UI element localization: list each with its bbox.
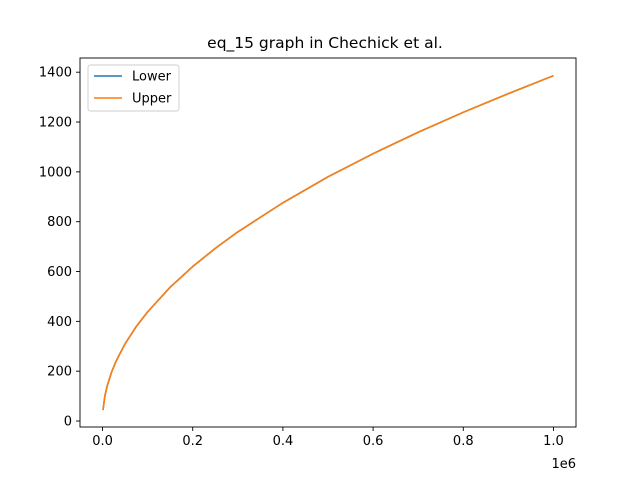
y-tick-label: 400 — [47, 315, 72, 330]
y-tick-label: 200 — [47, 365, 72, 380]
series-line-1 — [102, 74, 554, 411]
series-line-0 — [102, 74, 554, 411]
y-tick-label: 600 — [47, 265, 72, 280]
x-tick-label: 0.8 — [453, 434, 474, 449]
y-axis: 0 200 400 600 800 1000 1200 1400 — [39, 66, 80, 430]
y-tick-label: 1000 — [39, 165, 72, 180]
x-tick-label: 0.4 — [273, 434, 294, 449]
x-tick-label: 1.0 — [543, 434, 564, 449]
legend-label-0: Lower — [132, 70, 172, 85]
x-axis-offset-label: 1e6 — [551, 457, 576, 472]
legend-label-1: Upper — [132, 92, 172, 107]
y-tick-label: 800 — [47, 215, 72, 230]
x-tick-label: 0.0 — [92, 434, 113, 449]
chart-title: eq_15 graph in Chechick et al. — [207, 34, 443, 53]
plot-area — [79, 57, 577, 428]
plot-frame — [79, 57, 577, 428]
x-tick-label: 0.6 — [363, 434, 384, 449]
x-axis: 0.0 0.2 0.4 0.6 0.8 1.0 — [92, 427, 564, 449]
legend: Lower Upper — [87, 64, 180, 112]
y-tick-label: 1200 — [39, 116, 72, 131]
y-tick-label: 0 — [64, 415, 72, 430]
y-tick-label: 1400 — [39, 66, 72, 81]
x-tick-label: 0.2 — [182, 434, 203, 449]
